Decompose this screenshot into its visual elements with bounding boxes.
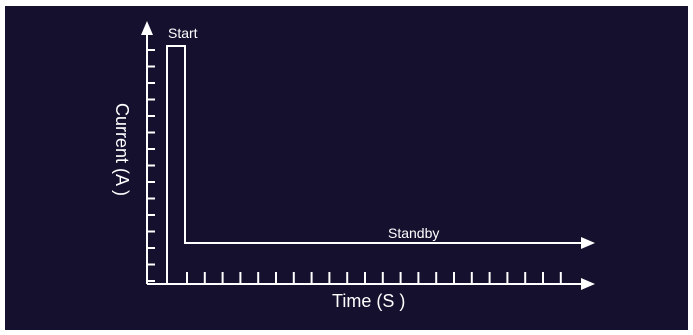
standby-arrowhead xyxy=(581,237,595,249)
y-axis-ticks xyxy=(147,50,155,281)
standby-label: Standby xyxy=(388,225,439,241)
x-axis-arrowhead xyxy=(581,278,595,290)
x-axis-ticks xyxy=(187,272,561,284)
y-axis-label: Current (A ) xyxy=(112,103,132,196)
y-axis-arrowhead xyxy=(141,21,153,35)
current-waveform xyxy=(167,46,582,284)
start-label: Start xyxy=(168,25,198,41)
x-axis-label: Time (S ) xyxy=(332,291,405,311)
